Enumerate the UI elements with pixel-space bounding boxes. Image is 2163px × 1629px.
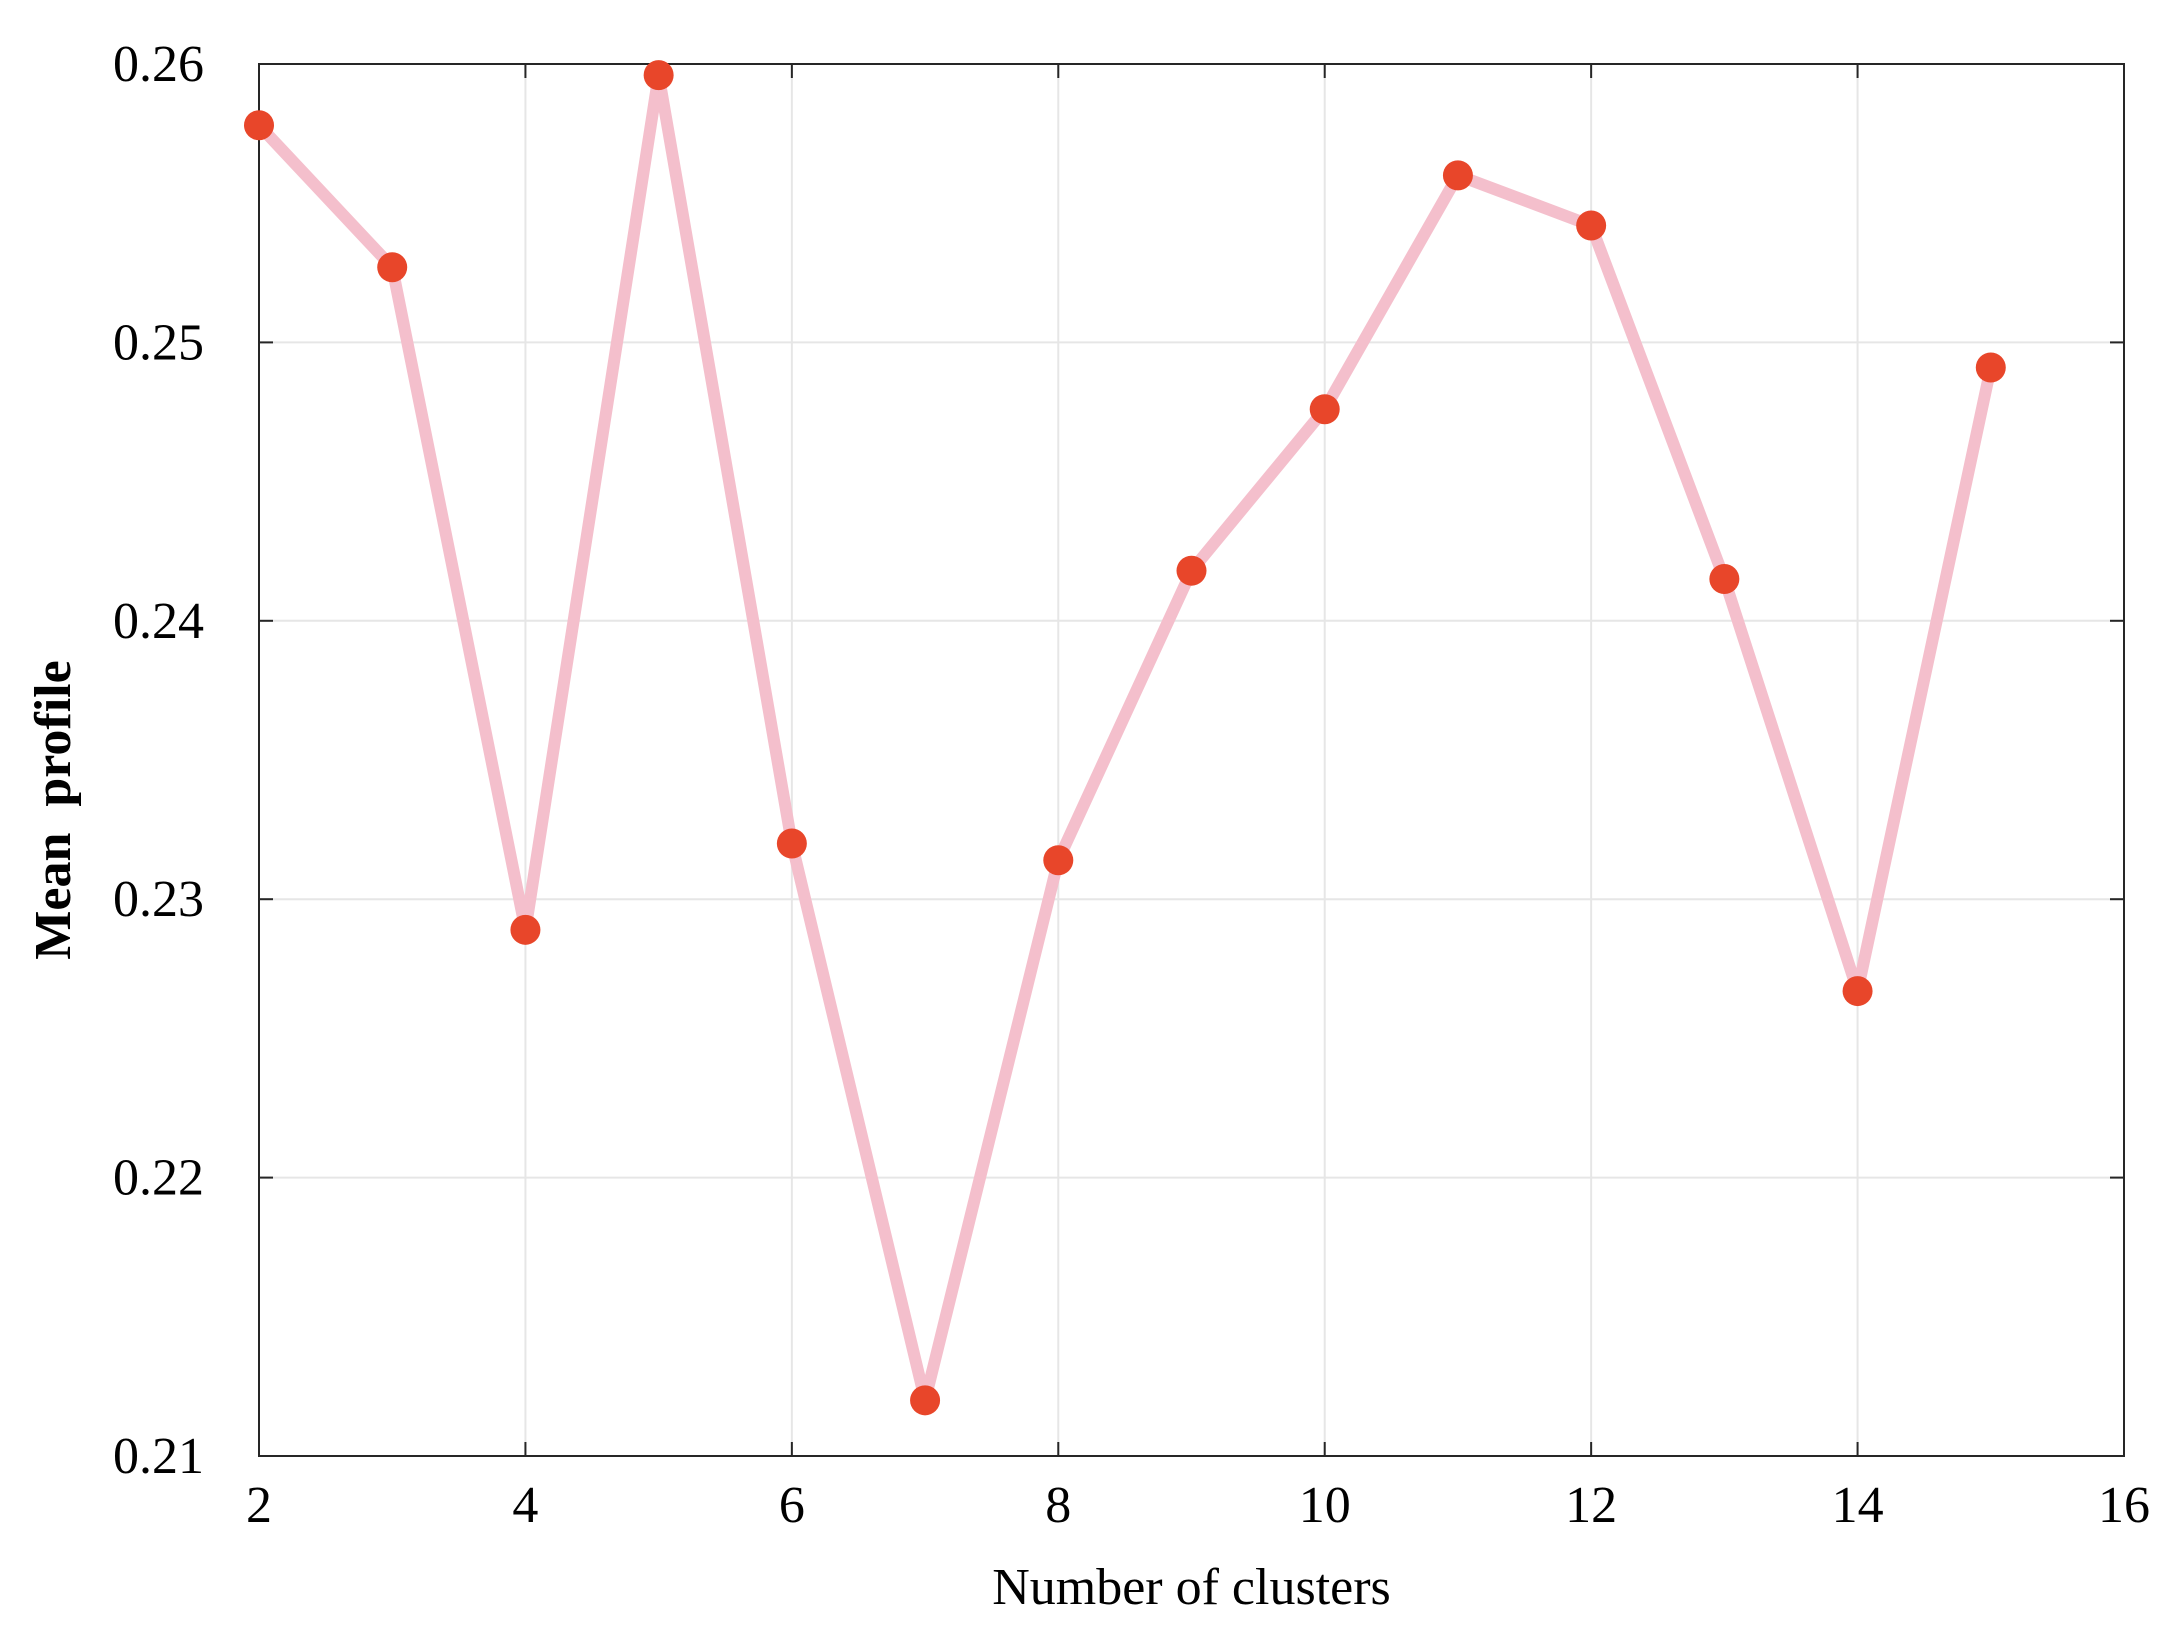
data-point xyxy=(910,1385,941,1416)
plot-area-frame xyxy=(258,63,2125,1457)
y-tick-labels: 0.21 0.22 0.23 0.24 0.25 0.26 xyxy=(113,36,204,1485)
data-point xyxy=(510,914,541,945)
x-tick-label: 8 xyxy=(1045,1477,1071,1534)
y-tick-label: 0.21 xyxy=(113,1428,204,1485)
data-point xyxy=(643,60,674,91)
x-tick-label: 4 xyxy=(512,1477,538,1534)
data-point xyxy=(1975,352,2006,383)
x-tick-label: 14 xyxy=(1832,1477,1884,1534)
x-tick-labels: 2 4 6 8 10 12 14 16 xyxy=(246,1477,2150,1534)
data-point xyxy=(377,252,408,283)
data-point xyxy=(776,828,807,859)
x-tick-label: 16 xyxy=(2098,1477,2150,1534)
data-point xyxy=(1176,555,1207,586)
x-tick-label: 12 xyxy=(1565,1477,1617,1534)
x-tick-label: 2 xyxy=(246,1477,272,1534)
data-point xyxy=(1576,210,1607,241)
x-tick-label: 6 xyxy=(779,1477,805,1534)
data-point xyxy=(1442,160,1473,191)
data-point xyxy=(1309,394,1340,425)
y-tick-label: 0.22 xyxy=(113,1150,204,1207)
data-point xyxy=(1842,976,1873,1007)
data-point xyxy=(244,110,274,141)
y-tick-label: 0.25 xyxy=(113,314,204,371)
data-point xyxy=(1709,564,1740,595)
y-axis-title: Mean profile xyxy=(25,660,82,959)
series-group xyxy=(244,60,2006,1416)
y-tick-label: 0.23 xyxy=(113,871,204,928)
series-line xyxy=(253,69,1997,1407)
x-axis-title: Number of clusters xyxy=(992,1559,1391,1616)
y-tick-label: 0.24 xyxy=(113,593,204,650)
data-point xyxy=(1043,845,1074,876)
y-tick-label: 0.26 xyxy=(113,36,204,93)
x-tick-label: 10 xyxy=(1299,1477,1351,1534)
